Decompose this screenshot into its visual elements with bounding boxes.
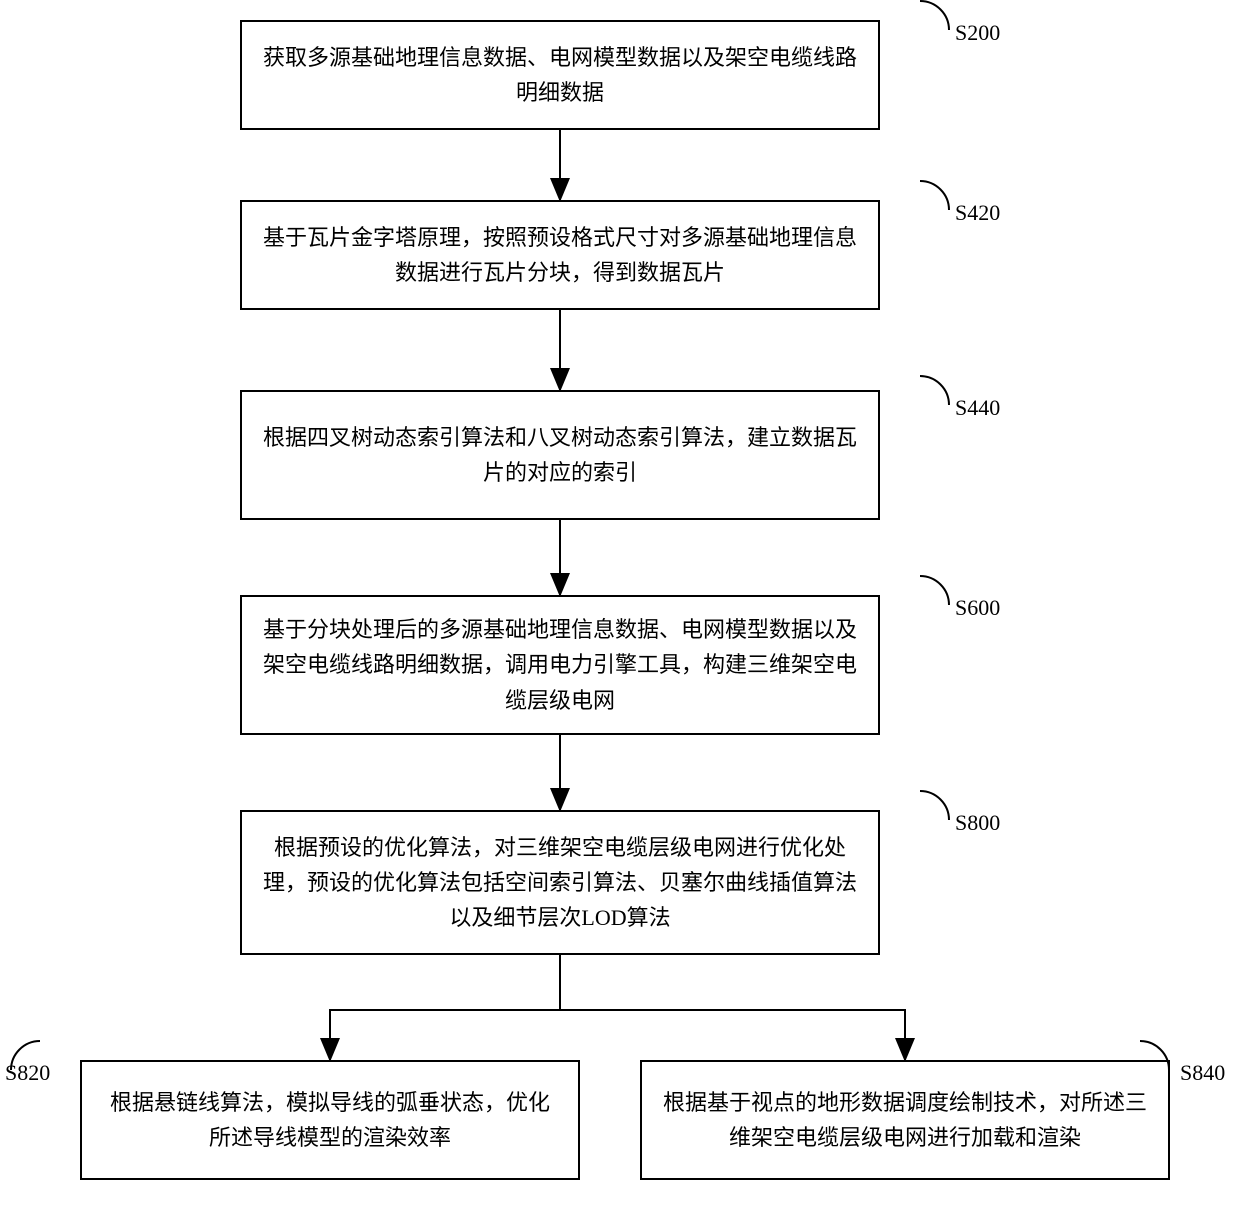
step-label-connector — [890, 575, 950, 635]
node-text: 获取多源基础地理信息数据、电网模型数据以及架空电缆线路明细数据 — [262, 40, 858, 110]
step-label-s440: S440 — [955, 395, 1000, 421]
node-text: 根据基于视点的地形数据调度绘制技术，对所述三维架空电缆层级电网进行加载和渲染 — [662, 1085, 1148, 1155]
step-label-connector — [890, 790, 950, 850]
step-label-connector — [890, 0, 950, 60]
flowchart-container: 获取多源基础地理信息数据、电网模型数据以及架空电缆线路明细数据基于瓦片金字塔原理… — [0, 0, 1240, 1224]
step-label-s600: S600 — [955, 595, 1000, 621]
flowchart-node-s200: 获取多源基础地理信息数据、电网模型数据以及架空电缆线路明细数据 — [240, 20, 880, 130]
step-label-connector — [890, 180, 950, 240]
node-text: 基于分块处理后的多源基础地理信息数据、电网模型数据以及架空电缆线路明细数据，调用… — [262, 612, 858, 718]
node-text: 根据预设的优化算法，对三维架空电缆层级电网进行优化处理，预设的优化算法包括空间索… — [262, 830, 858, 936]
flowchart-node-s440: 根据四叉树动态索引算法和八叉树动态索引算法，建立数据瓦片的对应的索引 — [240, 390, 880, 520]
arrow-n5-n6 — [330, 955, 560, 1060]
node-text: 基于瓦片金字塔原理，按照预设格式尺寸对多源基础地理信息数据进行瓦片分块，得到数据… — [262, 220, 858, 290]
flowchart-node-s800: 根据预设的优化算法，对三维架空电缆层级电网进行优化处理，预设的优化算法包括空间索… — [240, 810, 880, 955]
step-label-connector — [890, 375, 950, 435]
flowchart-node-s420: 基于瓦片金字塔原理，按照预设格式尺寸对多源基础地理信息数据进行瓦片分块，得到数据… — [240, 200, 880, 310]
flowchart-node-s840: 根据基于视点的地形数据调度绘制技术，对所述三维架空电缆层级电网进行加载和渲染 — [640, 1060, 1170, 1180]
step-label-s800: S800 — [955, 810, 1000, 836]
node-text: 根据悬链线算法，模拟导线的弧垂状态，优化所述导线模型的渲染效率 — [102, 1085, 558, 1155]
step-label-s200: S200 — [955, 20, 1000, 46]
arrow-n5-n7 — [560, 955, 905, 1060]
flowchart-node-s600: 基于分块处理后的多源基础地理信息数据、电网模型数据以及架空电缆线路明细数据，调用… — [240, 595, 880, 735]
step-label-s420: S420 — [955, 200, 1000, 226]
flowchart-node-s820: 根据悬链线算法，模拟导线的弧垂状态，优化所述导线模型的渲染效率 — [80, 1060, 580, 1180]
node-text: 根据四叉树动态索引算法和八叉树动态索引算法，建立数据瓦片的对应的索引 — [262, 420, 858, 490]
step-label-s840: S840 — [1180, 1060, 1225, 1086]
